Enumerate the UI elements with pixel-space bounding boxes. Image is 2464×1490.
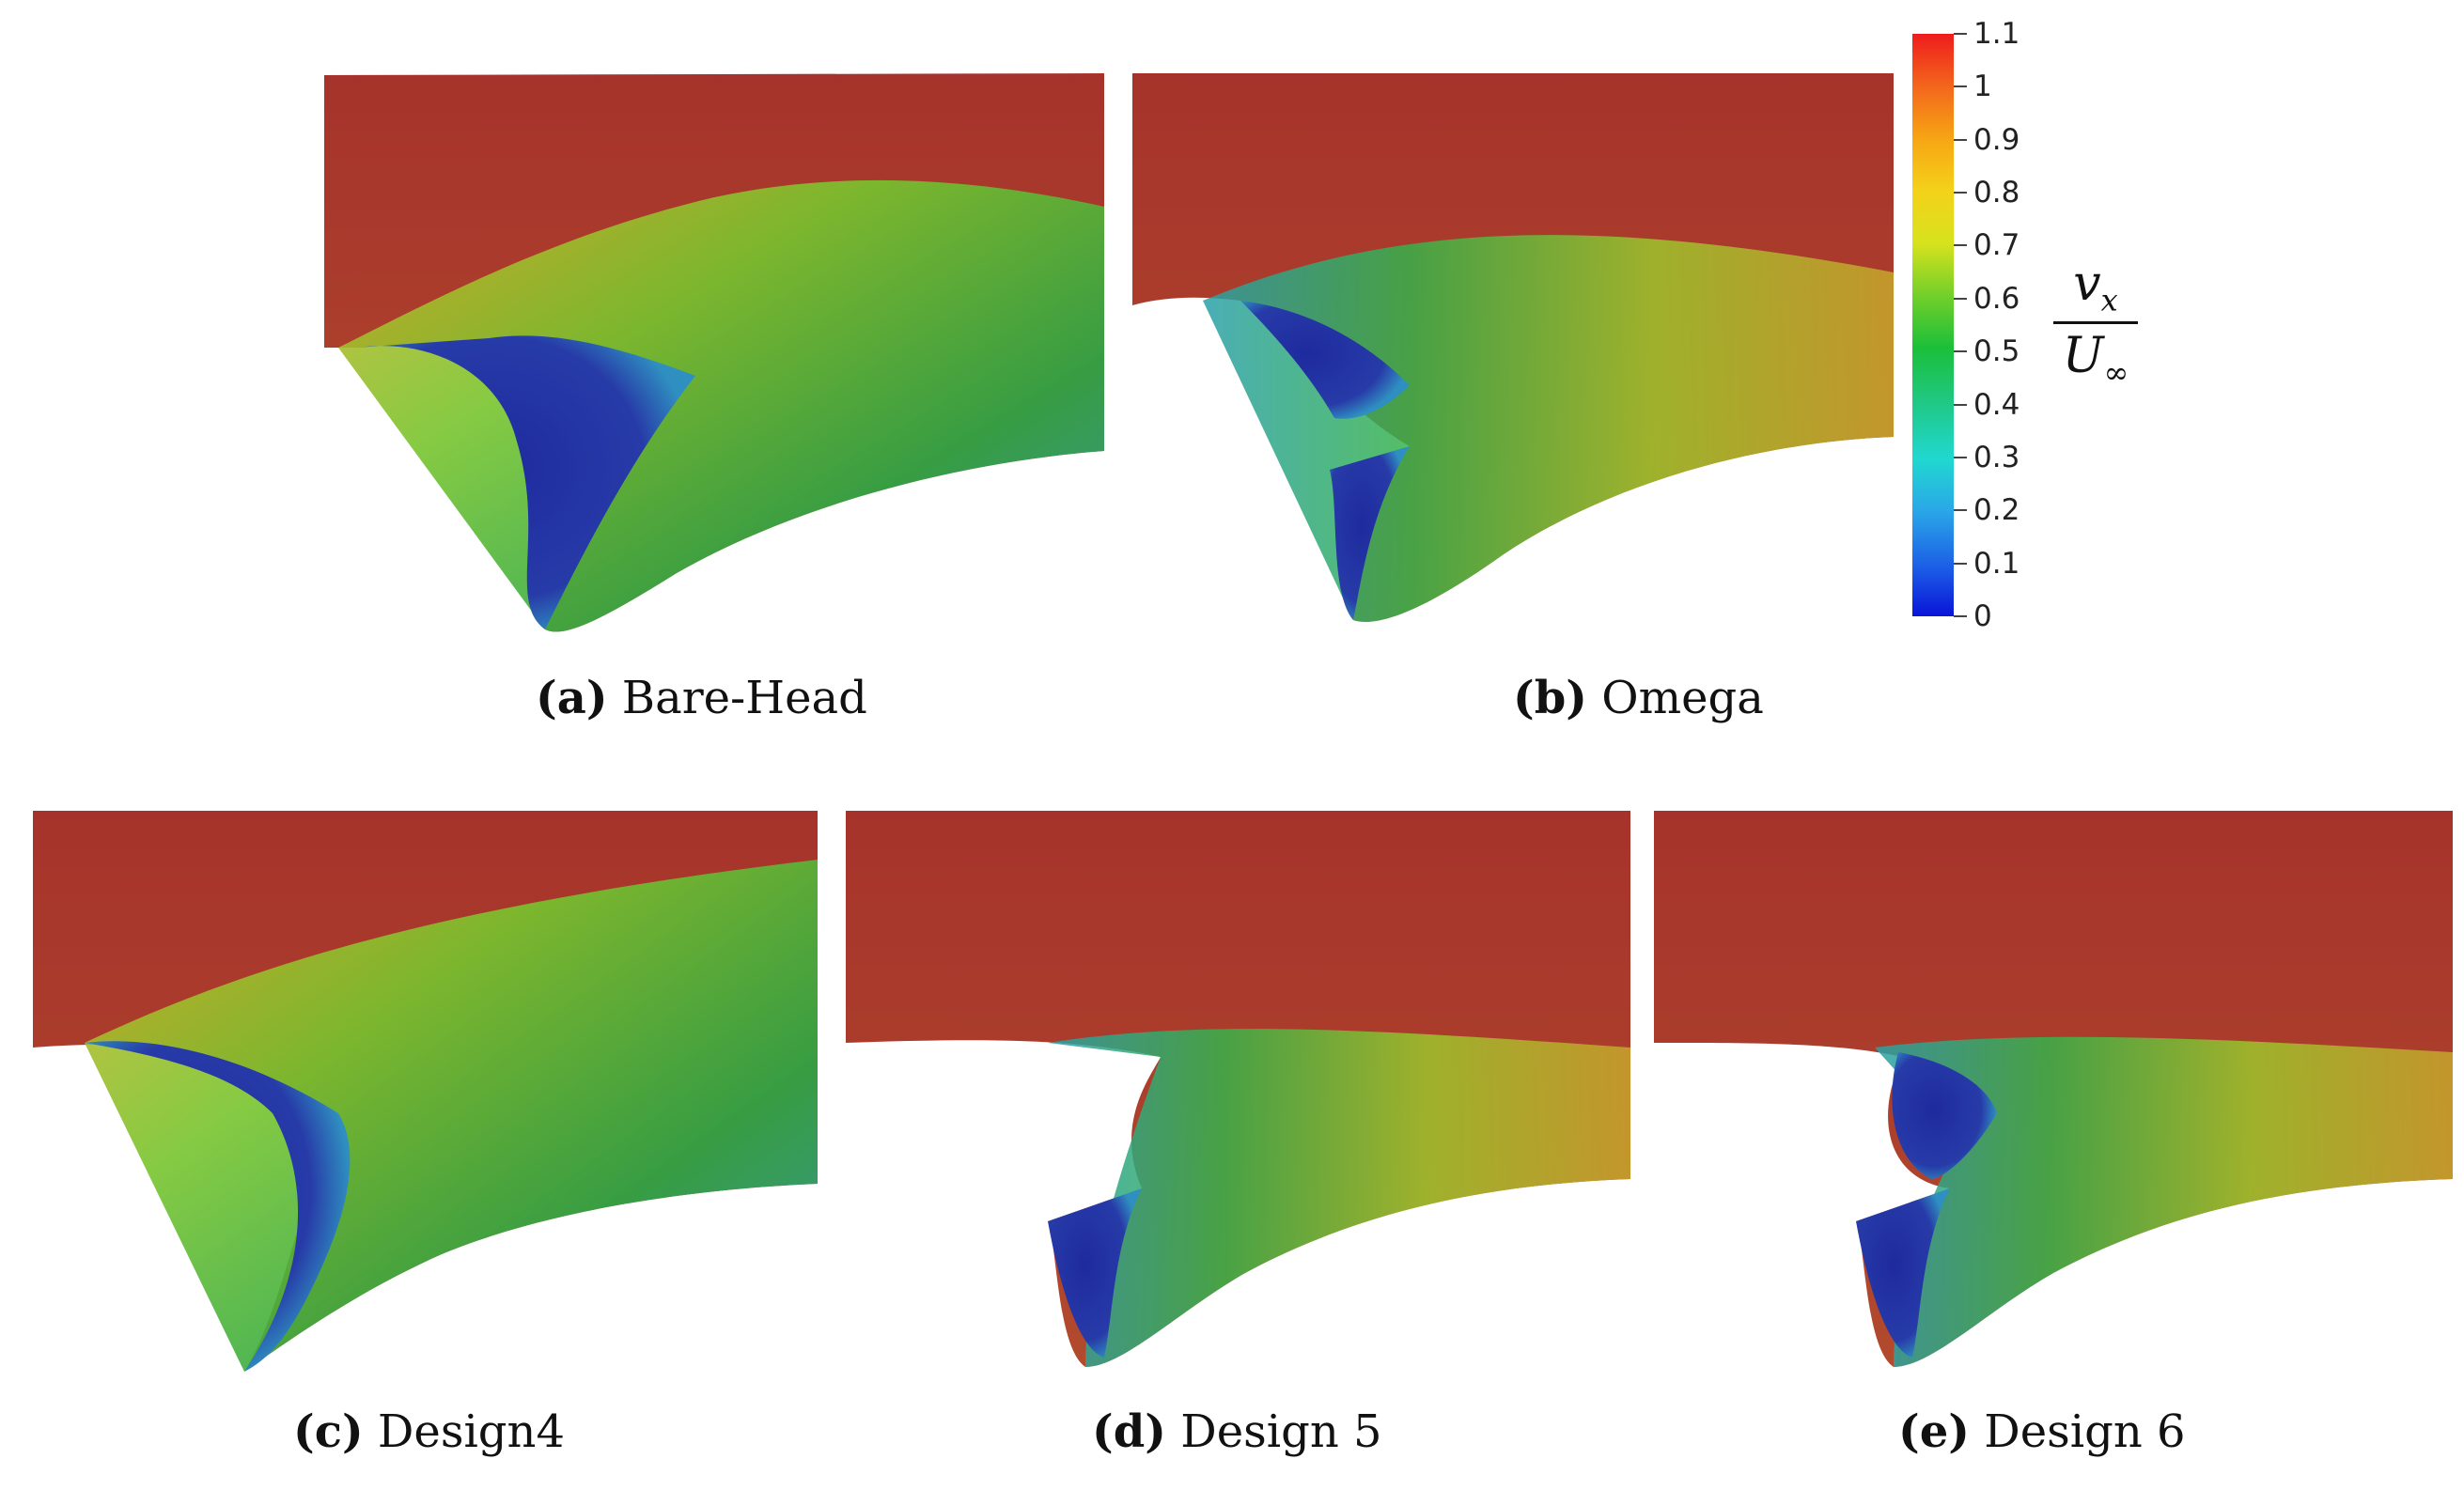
- colorbar-tick: [1954, 244, 1967, 247]
- denominator-symbol: U: [2062, 328, 2104, 385]
- caption-b-letter: (b): [1513, 672, 1587, 724]
- denominator-subscript: ∞: [2103, 354, 2129, 391]
- caption-d: (d) Design 5: [1092, 1405, 1382, 1458]
- numerator-subscript: x: [2100, 282, 2118, 318]
- colorbar-tick: [1954, 33, 1967, 35]
- colorbar-tick-label: 0.5: [1973, 334, 2020, 369]
- panel-e-design-6: [1649, 803, 2457, 1381]
- velocity-field-c: [33, 811, 818, 1372]
- colorbar-tick-label: 0.2: [1973, 493, 2020, 528]
- velocity-field-e: [1654, 811, 2453, 1367]
- colorbar-tick: [1954, 297, 1967, 300]
- colorbar-tick: [1954, 615, 1967, 617]
- caption-d-label: Design 5: [1180, 1405, 1382, 1458]
- colorbar-tick: [1954, 350, 1967, 353]
- colorbar-tick-label: 0.6: [1973, 281, 2020, 316]
- panel-c-design4: [28, 803, 827, 1381]
- colorbar-tick-label: 1.1: [1973, 17, 2020, 51]
- colorbar-tick-label: 0.1: [1973, 546, 2020, 581]
- colorbar-tick: [1954, 509, 1967, 512]
- velocity-field-a: [324, 73, 1104, 632]
- panel-b-omega: [1128, 66, 1898, 629]
- panel-a-bare-head: [320, 66, 1109, 648]
- colorbar-tick: [1954, 138, 1967, 141]
- colorbar-tick: [1954, 562, 1967, 565]
- caption-c-label: Design4: [377, 1405, 565, 1458]
- colorbar-tick-label: 0.8: [1973, 176, 2020, 210]
- colorbar-tick-label: 0.3: [1973, 440, 2020, 474]
- caption-b: (b) Omega: [1513, 672, 1764, 724]
- colorbar: [1912, 34, 1954, 616]
- colorbar-title: vx U∞: [2053, 256, 2138, 391]
- colorbar-title-numerator: vx: [2053, 256, 2138, 325]
- caption-a-label: Bare-Head: [621, 672, 867, 724]
- colorbar-tick-label: 0.4: [1973, 387, 2020, 422]
- velocity-field-d: [846, 811, 1630, 1367]
- colorbar-tick: [1954, 403, 1967, 406]
- numerator-symbol: v: [2073, 256, 2101, 312]
- caption-a-letter: (a): [536, 672, 608, 724]
- colorbar-tick-label: 0.7: [1973, 228, 2020, 263]
- caption-b-label: Omega: [1601, 672, 1764, 724]
- colorbar-tick: [1954, 85, 1967, 88]
- caption-c-letter: (c): [293, 1405, 364, 1458]
- caption-e: (e) Design 6: [1898, 1405, 2186, 1458]
- colorbar-tick: [1954, 192, 1967, 194]
- caption-e-label: Design 6: [1984, 1405, 2186, 1458]
- panel-d-design-5: [841, 803, 1640, 1381]
- caption-a: (a) Bare-Head: [536, 672, 867, 724]
- caption-c: (c) Design4: [293, 1405, 565, 1458]
- colorbar-tick-label: 1: [1973, 70, 1992, 104]
- colorbar-tick-label: 0.9: [1973, 122, 2020, 157]
- colorbar-tick-label: 0: [1973, 599, 1992, 633]
- velocity-field-b: [1132, 73, 1894, 622]
- caption-d-letter: (d): [1092, 1405, 1166, 1458]
- caption-e-letter: (e): [1898, 1405, 1970, 1458]
- colorbar-title-denominator: U∞: [2053, 324, 2138, 390]
- colorbar-tick: [1954, 456, 1967, 458]
